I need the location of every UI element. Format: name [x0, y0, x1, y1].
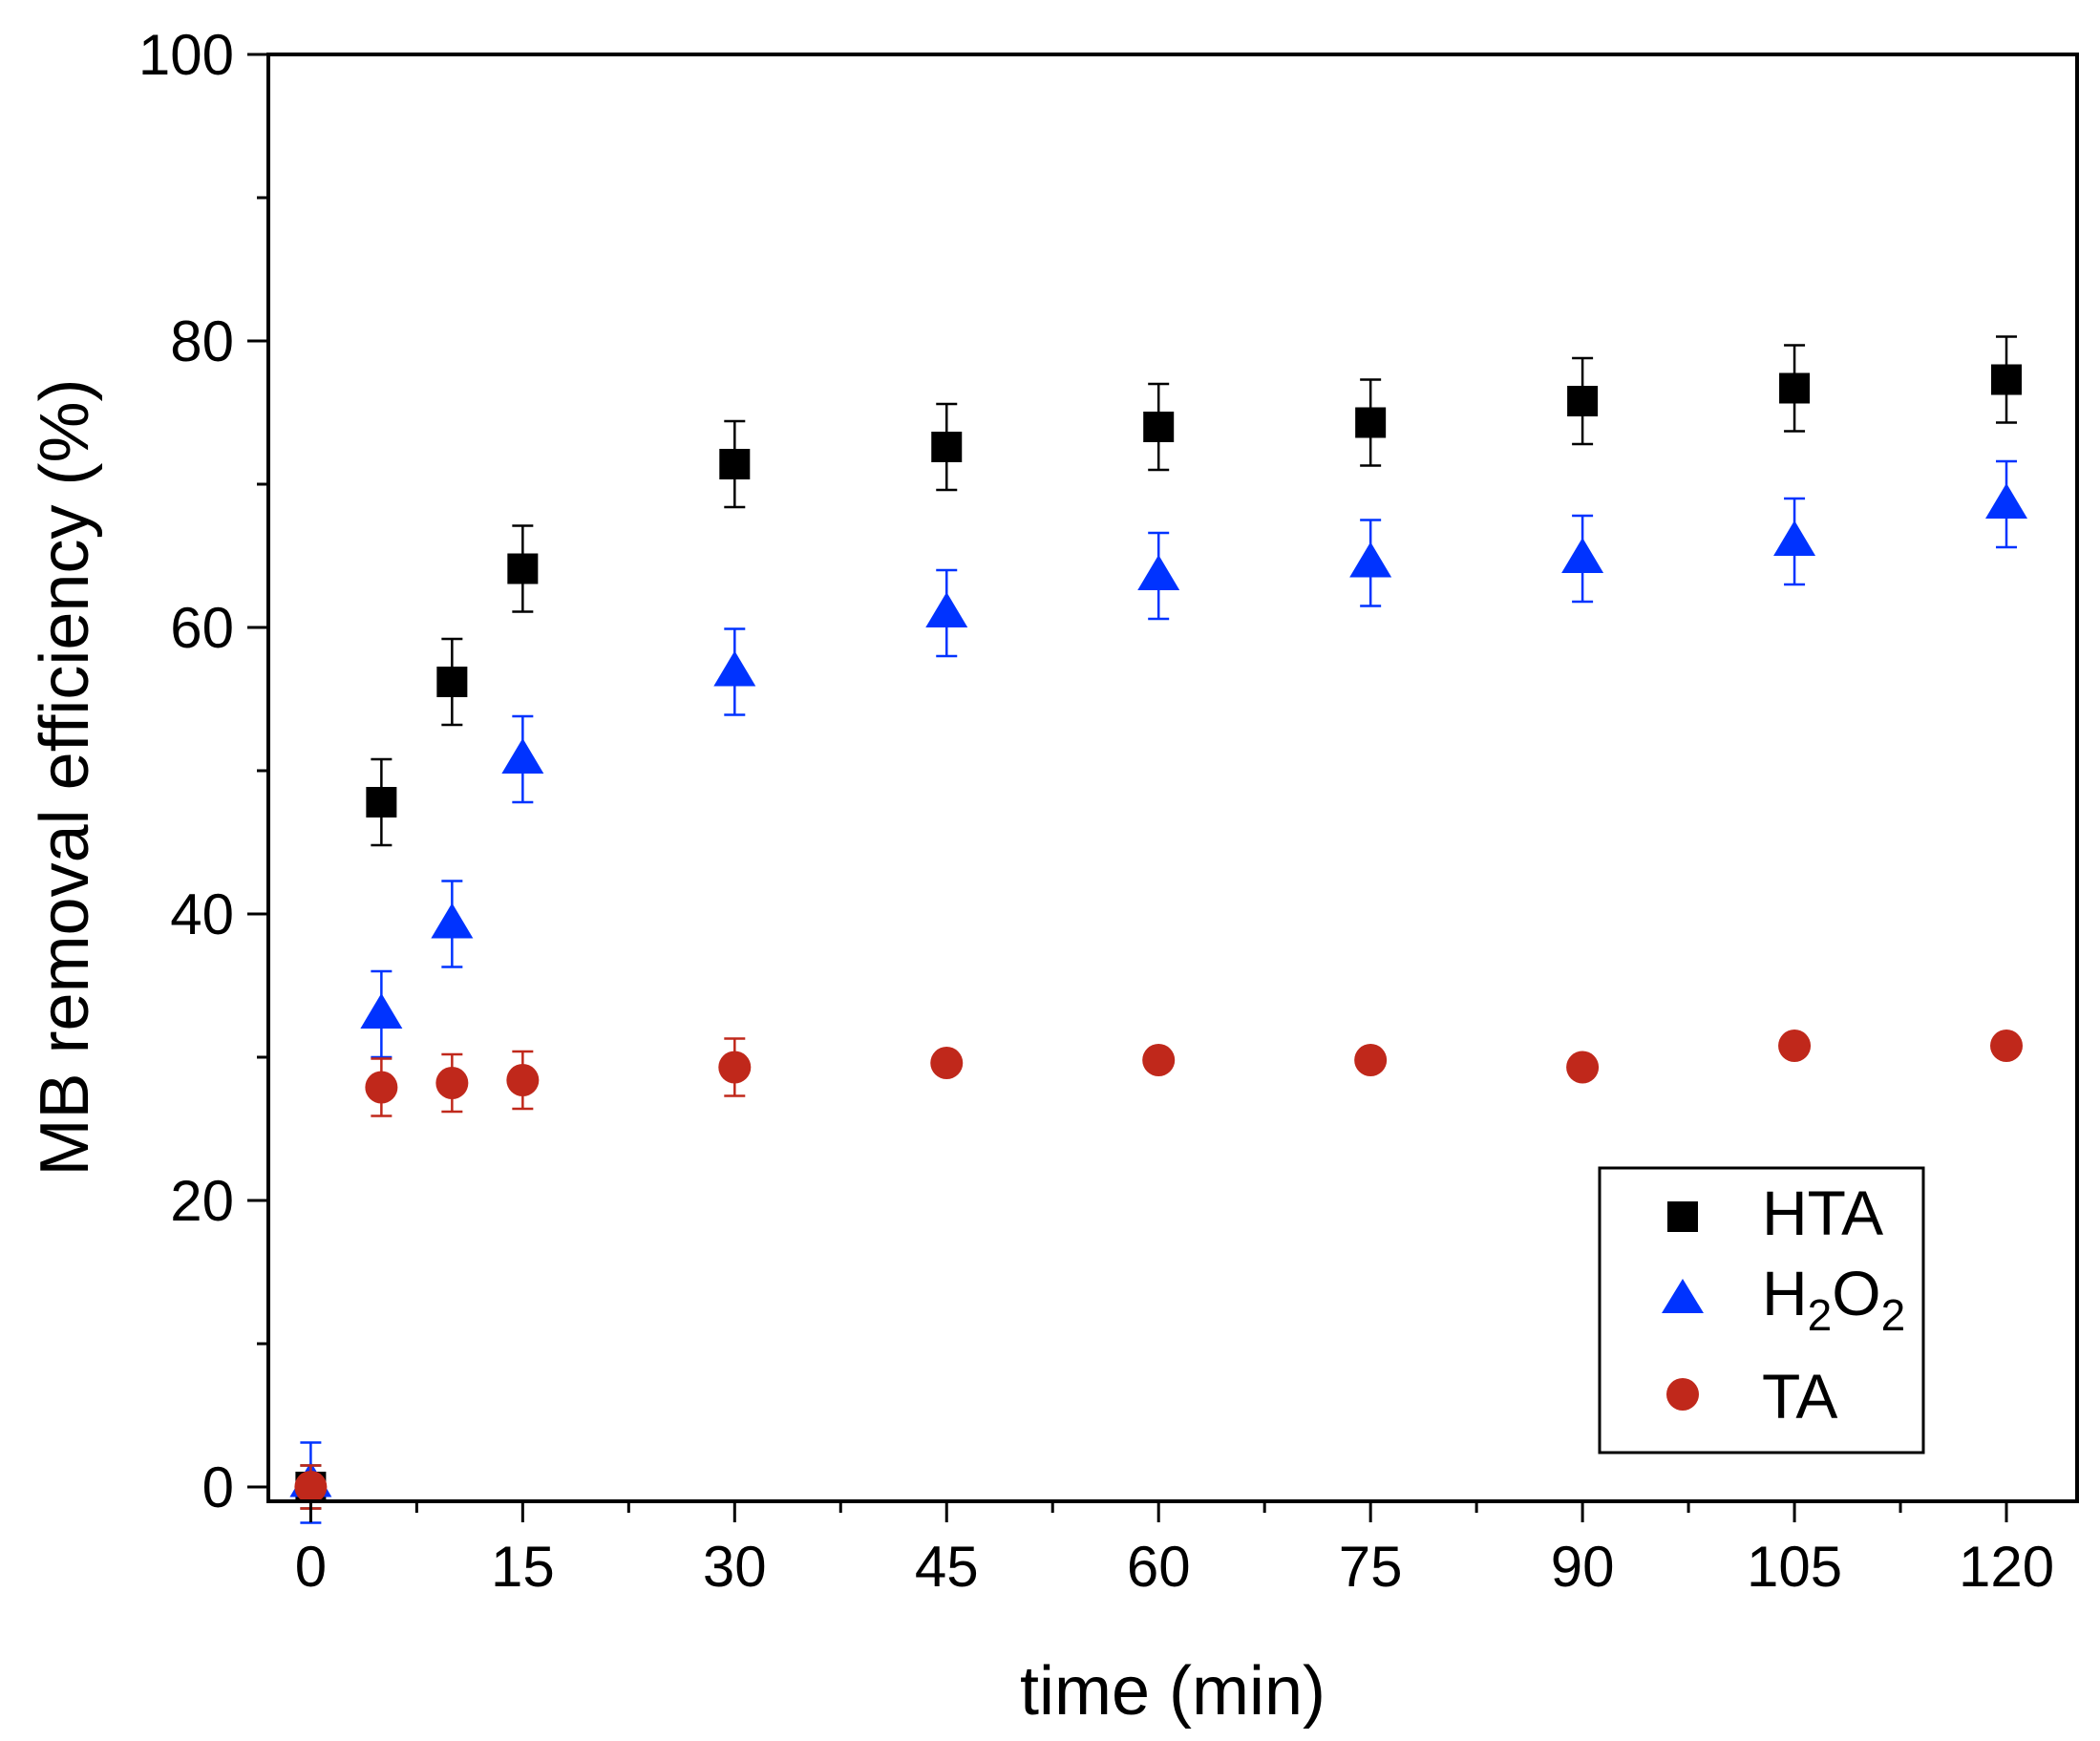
axis-ticks	[247, 53, 2008, 1522]
x-tick-label: 90	[1551, 1535, 1615, 1599]
x-tick-label: 105	[1747, 1535, 1842, 1599]
data-point	[507, 553, 539, 584]
x-axis-label: time (min)	[1020, 1653, 1326, 1730]
legend: HTA H2O2 TA	[1598, 1166, 1925, 1454]
data-point	[931, 432, 963, 462]
y-tick-label: 20	[170, 1169, 234, 1233]
x-tick-label: 30	[703, 1535, 767, 1599]
data-point	[930, 1047, 964, 1079]
data-point	[1778, 1030, 1812, 1062]
data-point	[365, 1071, 398, 1104]
data-point	[1773, 520, 1816, 556]
data-point	[713, 650, 756, 687]
data-point	[506, 1064, 540, 1096]
legend-label-ta: TA	[1762, 1361, 1837, 1432]
data-point	[1567, 386, 1599, 416]
data-point	[1990, 1030, 2024, 1062]
data-point	[501, 738, 544, 774]
data-point	[1566, 1051, 1600, 1084]
x-tick-label: 15	[491, 1535, 555, 1599]
legend-marker-ta	[1666, 1378, 1699, 1411]
series-ta	[294, 1030, 2024, 1510]
data-point	[1143, 412, 1175, 442]
data-point	[435, 1067, 469, 1099]
legend-marker-hta	[1667, 1201, 1698, 1232]
data-point	[1985, 483, 2028, 519]
x-tick-label: 45	[915, 1535, 979, 1599]
data-point	[1779, 372, 1811, 404]
data-point	[925, 592, 968, 627]
data-point	[1349, 541, 1392, 578]
legend-h2o2-o: O	[1832, 1258, 1880, 1328]
x-tick-label: 0	[295, 1535, 327, 1599]
legend-h2o2-sub1: 2	[1808, 1290, 1833, 1340]
data-point	[360, 993, 403, 1029]
axis-tick-labels: 0 15 30 45 60 75 90 105 120 0 20 40 60 80 100	[138, 23, 2054, 1599]
x-tick-label: 60	[1127, 1535, 1191, 1599]
data-point	[719, 449, 751, 479]
legend-marker-h2o2	[1662, 1279, 1704, 1313]
legend-label-hta: HTA	[1762, 1178, 1883, 1248]
data-point	[366, 787, 397, 817]
data-point	[431, 902, 474, 939]
y-tick-label: 100	[138, 23, 234, 87]
data-point	[1355, 407, 1387, 438]
legend-h2o2-sub2: 2	[1881, 1290, 1906, 1340]
plot-marks	[289, 335, 2028, 1524]
y-tick-label: 0	[202, 1455, 234, 1519]
data-point	[436, 667, 468, 697]
y-tick-label: 60	[170, 596, 234, 660]
y-axis-label: MB removal efficiency (%)	[27, 379, 103, 1177]
y-tick-label: 40	[170, 882, 234, 946]
x-tick-label: 120	[1959, 1535, 2054, 1599]
legend-h2o2-h: H	[1762, 1258, 1808, 1328]
y-tick-label: 80	[170, 309, 234, 373]
data-point	[1137, 555, 1180, 590]
data-point	[1561, 538, 1604, 573]
data-point	[1354, 1044, 1388, 1076]
data-point	[1991, 364, 2023, 395]
plot-frame	[266, 53, 2079, 1503]
legend-label-h2o2: H2O2	[1762, 1258, 1905, 1340]
data-point	[718, 1051, 752, 1084]
legend-box	[1598, 1166, 1925, 1454]
data-point	[1142, 1044, 1176, 1076]
data-point	[294, 1471, 328, 1503]
x-tick-label: 75	[1339, 1535, 1403, 1599]
